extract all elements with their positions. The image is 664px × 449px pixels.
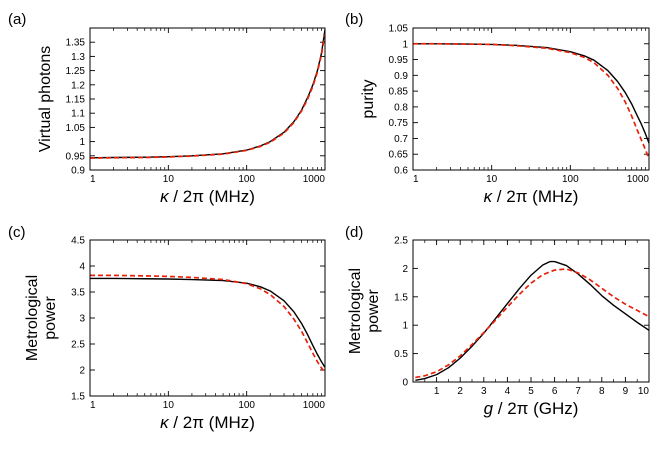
axes-frame [412,27,650,171]
x-axis-label-text: / 2π (GHz) [493,399,578,418]
panel-label: (a) [8,11,26,28]
y-axis-label: purity [360,79,377,118]
y-axis-label: Virtual photons [37,46,54,152]
x-tick-label: 4 [505,386,511,397]
y-tick-label: 0.6 [394,166,408,177]
y-tick-label: 0.95 [389,55,409,66]
panel-label: (d) [345,224,363,241]
panel-c: 1 10 100 1000 1.5 2 2.5 3 3.5 4 4.5 κ / 2π (MHz) Met… [8,224,326,432]
y-tick-label: 2 [79,366,85,377]
y-tick-label: 2.5 [71,340,85,351]
x-tick-label: 3 [481,386,487,397]
x-axis-label-symbol: κ [160,413,170,432]
x-tick-label: 1 [413,174,419,185]
x-axis-label: κ / 2π (MHz) [484,187,579,206]
x-tick-label: 1000 [303,174,326,185]
series-line-solid [90,29,325,159]
y-tick-label: 1.5 [394,292,408,303]
x-tick-label: 5 [528,386,534,397]
y-tick-label: 1.15 [66,95,86,106]
x-tick-label: 7 [575,386,581,397]
x-tick-label: 1000 [303,400,326,411]
series-line-solid [413,43,649,144]
y-tick-label: 0.85 [389,87,409,98]
y-tick-label: 0.65 [389,150,409,161]
y-axis-label: Metrological [24,275,41,361]
x-tick-label: 2 [457,386,463,397]
axes-frame [412,239,650,383]
y-tick-label: 1.05 [66,123,86,134]
panel-a: 1 10 100 1000 0.9 0.95 1 1.05 1.1 1.15 1.2 1.25 1.3 1… [8,11,326,206]
panel-d: 1 2 3 4 5 6 7 8 9 10 0 0.5 1 1.5 2 2.5 g / 2π (GHz) Metro… [345,224,650,418]
y-tick-label: 1.2 [71,80,85,91]
x-tick-label: 1 [90,400,96,411]
y-tick-label: 0.8 [394,102,408,113]
y-tick-label: 4.5 [71,236,85,247]
panel-label: (b) [345,11,363,28]
y-axis-label: power [365,289,382,333]
y-tick-label: 2 [402,264,408,275]
y-axis-label: Metrological [347,268,364,354]
x-axis-label-symbol: κ [160,187,170,206]
series-line-dashed [415,268,649,379]
panel-label: (c) [8,224,26,241]
x-tick-label: 6 [552,386,558,397]
x-axis-label-text: / 2π (MHz) [169,187,255,206]
x-tick-label: 1 [434,386,440,397]
y-tick-label: 1 [402,39,408,50]
y-tick-label: 0.75 [389,118,409,129]
y-tick-label: 1.25 [66,66,86,77]
x-tick-label: 100 [562,174,579,185]
series-line-dashed [90,33,325,159]
x-axis-label: κ / 2π (MHz) [160,413,255,432]
y-tick-label: 1.05 [389,24,409,35]
y-tick-label: 4 [79,262,85,273]
y-tick-label: 0.95 [66,151,86,162]
series-line-dashed [90,274,325,374]
x-tick-label: 10 [486,174,498,185]
x-tick-label: 10 [638,386,650,397]
x-axis-label-symbol: g [484,399,494,418]
x-axis-label: κ / 2π (MHz) [160,187,255,206]
x-axis-label-text: / 2π (MHz) [492,187,578,206]
y-tick-label: 1.35 [66,38,86,49]
axes-frame [89,27,326,171]
y-tick-label: 1.1 [71,109,85,120]
y-tick-label: 3.5 [71,288,85,299]
x-axis-label-symbol: κ [484,187,494,206]
y-tick-label: 0.9 [71,166,85,177]
y-tick-label: 0.9 [394,71,408,82]
y-tick-label: 3 [79,314,85,325]
x-tick-label: 8 [599,386,605,397]
axes-frame [89,239,326,397]
x-tick-label: 100 [238,174,255,185]
y-tick-label: 2.5 [394,236,408,247]
panel-b: 1 10 100 1000 0.6 0.65 0.7 0.75 0.8 0.85 0.9 0.95 1 1… [345,11,650,206]
y-tick-label: 1 [79,137,85,148]
x-axis-label-text: / 2π (MHz) [169,413,255,432]
x-tick-label: 10 [163,400,175,411]
y-tick-label: 1.5 [71,392,85,403]
series-line-solid [415,260,649,381]
x-tick-label: 9 [623,386,629,397]
x-tick-label: 1000 [627,174,650,185]
x-axis-label: g / 2π (GHz) [484,399,579,418]
y-tick-label: 1.3 [71,52,85,63]
x-tick-label: 1 [90,174,96,185]
y-tick-label: 0 [402,378,408,389]
y-tick-label: 0.7 [394,134,408,145]
series-line-solid [90,277,325,368]
y-tick-label: 0.5 [394,349,408,360]
series-line-dashed [413,42,649,160]
x-tick-label: 10 [163,174,175,185]
y-tick-label: 1 [402,321,408,332]
y-axis-label: power [42,296,59,340]
x-tick-label: 100 [238,400,255,411]
